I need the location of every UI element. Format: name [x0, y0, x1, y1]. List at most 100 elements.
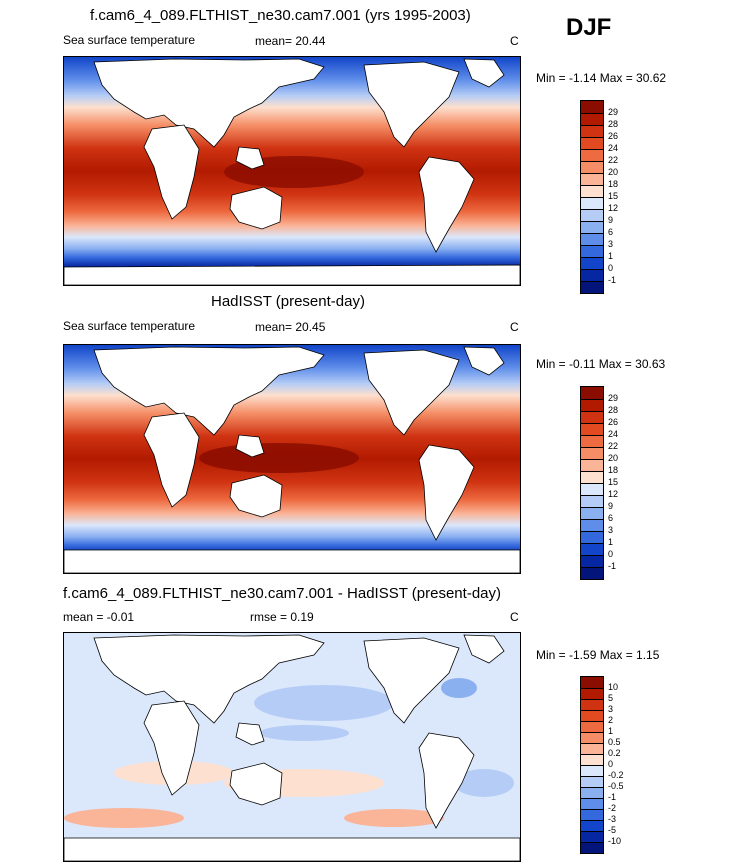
- panel2-colorbar-swatch: [581, 543, 603, 555]
- panel2-colorbar-swatch: [581, 387, 603, 399]
- panel2-colorbar-swatch: [581, 471, 603, 483]
- panel3-colorbar-swatch: [581, 820, 603, 831]
- panel3-colorbar-swatch: [581, 798, 603, 809]
- panel2-colorbar-label: -1: [608, 561, 617, 571]
- panel1-colorbar-swatch: [581, 149, 603, 161]
- panel2-colorbar-swatch: [581, 435, 603, 447]
- panel3-colorbar-label: 10: [608, 682, 619, 692]
- panel3-colorbar-swatch: [581, 732, 603, 743]
- panel2-colorbar-swatch: [581, 483, 603, 495]
- panel2-colorbar-label: 22: [608, 441, 619, 451]
- panel2-units-label: C: [510, 320, 519, 334]
- panel1-colorbar-label: 18: [608, 179, 619, 189]
- panel1-colorbar-label: 3: [608, 239, 614, 249]
- panel3-colorbar-swatch: [581, 754, 603, 765]
- panel2-colorbar-swatch: [581, 507, 603, 519]
- panel2-colorbar-label: 1: [608, 537, 614, 547]
- panel3-colorbar-swatch: [581, 699, 603, 710]
- panel2-variable-label: Sea surface temperature: [63, 319, 196, 333]
- panel2-colorbar-swatch: [581, 519, 603, 531]
- panel3-colorbar-label: 0.5: [608, 737, 621, 747]
- panel2-colorbar-label: 29: [608, 393, 619, 403]
- panel2-colorbar: [580, 386, 604, 580]
- panel1-colorbar-label: 15: [608, 191, 619, 201]
- panel2-mean-label: mean= 20.45: [255, 320, 326, 334]
- panel3-colorbar-label: 0.2: [608, 748, 621, 758]
- panel2-colorbar-label: 18: [608, 465, 619, 475]
- panel3-colorbar-swatch: [581, 765, 603, 776]
- panel2-title: HadISST (present-day): [211, 293, 365, 310]
- panel1-colorbar-swatch: [581, 269, 603, 281]
- panel3-difference-map: [63, 632, 521, 862]
- panel1-colorbar-swatch: [581, 233, 603, 245]
- panel3-colorbar-label: -0.5: [608, 781, 624, 791]
- panel1-colorbar-label: 24: [608, 143, 619, 153]
- panel2-colorbar-label: 20: [608, 453, 619, 463]
- panel1-colorbar-label: 12: [608, 203, 619, 213]
- panel3-colorbar-swatch: [581, 688, 603, 699]
- panel3-rmse-label: rmse = 0.19: [250, 610, 314, 624]
- panel3-colorbar-swatch: [581, 842, 603, 853]
- panel1-colorbar-label: 20: [608, 167, 619, 177]
- panel3-colorbar-label: -0.2: [608, 770, 624, 780]
- season-label: DJF: [566, 14, 612, 41]
- panel1-colorbar-swatch: [581, 113, 603, 125]
- panel1-colorbar-label: -1: [608, 275, 617, 285]
- panel2-colorbar-swatch: [581, 531, 603, 543]
- panel3-colorbar-swatch: [581, 743, 603, 754]
- panel1-colorbar-label: 0: [608, 263, 614, 273]
- panel3-colorbar-label: -1: [608, 792, 617, 802]
- panel2-sst-map: [63, 344, 521, 574]
- panel1-colorbar-label: 9: [608, 215, 614, 225]
- panel3-colorbar-label: -5: [608, 825, 617, 835]
- panel3-colorbar-label: 0: [608, 759, 614, 769]
- panel3-minmax-label: Min = -1.59 Max = 1.15: [536, 648, 660, 662]
- panel2-colorbar-swatch: [581, 459, 603, 471]
- panel1-colorbar: [580, 100, 604, 294]
- panel1-colorbar-swatch: [581, 281, 603, 293]
- panel3-colorbar-swatch: [581, 776, 603, 787]
- panel2-colorbar-swatch: [581, 495, 603, 507]
- panel1-colorbar-label: 29: [608, 107, 619, 117]
- panel3-colorbar-swatch: [581, 787, 603, 798]
- panel3-colorbar-swatch: [581, 721, 603, 732]
- panel2-colorbar-label: 28: [608, 405, 619, 415]
- panel1-colorbar-swatch: [581, 257, 603, 269]
- panel2-colorbar-label: 12: [608, 489, 619, 499]
- panel1-colorbar-swatch: [581, 161, 603, 173]
- panel1-colorbar-swatch: [581, 245, 603, 257]
- panel3-colorbar-label: 3: [608, 704, 614, 714]
- panel1-colorbar-swatch: [581, 197, 603, 209]
- panel3-colorbar-swatch: [581, 831, 603, 842]
- panel1-title: f.cam6_4_089.FLTHIST_ne30.cam7.001 (yrs …: [90, 7, 471, 24]
- panel1-colorbar-swatch: [581, 125, 603, 137]
- panel1-colorbar-swatch: [581, 137, 603, 149]
- panel2-colorbar-swatch: [581, 555, 603, 567]
- panel3-colorbar-label: 1: [608, 726, 614, 736]
- panel1-colorbar-label: 22: [608, 155, 619, 165]
- panel2-colorbar-label: 3: [608, 525, 614, 535]
- panel1-colorbar-label: 6: [608, 227, 614, 237]
- panel2-colorbar-label: 15: [608, 477, 619, 487]
- panel3-colorbar-label: -2: [608, 803, 617, 813]
- panel2-colorbar-label: 6: [608, 513, 614, 523]
- panel1-sst-map: [63, 56, 521, 286]
- panel1-minmax-label: Min = -1.14 Max = 30.62: [536, 71, 667, 85]
- panel2-minmax-label: Min = -0.11 Max = 30.63: [536, 357, 666, 371]
- panel3-colorbar-label: -3: [608, 814, 617, 824]
- panel3-colorbar-swatch: [581, 710, 603, 721]
- panel1-colorbar-swatch: [581, 185, 603, 197]
- panel1-colorbar-label: 26: [608, 131, 619, 141]
- panel3-units-label: C: [510, 610, 519, 624]
- panel2-colorbar-label: 9: [608, 501, 614, 511]
- panel2-colorbar-swatch: [581, 423, 603, 435]
- panel1-colorbar-swatch: [581, 173, 603, 185]
- panel1-colorbar-swatch: [581, 209, 603, 221]
- panel3-colorbar: [580, 676, 604, 854]
- panel3-colorbar-label: 2: [608, 715, 614, 725]
- panel1-mean-label: mean= 20.44: [255, 34, 326, 48]
- panel3-title: f.cam6_4_089.FLTHIST_ne30.cam7.001 - Had…: [63, 585, 501, 602]
- panel3-colorbar-swatch: [581, 677, 603, 688]
- panel3-colorbar-swatch: [581, 809, 603, 820]
- panel3-colorbar-label: -10: [608, 836, 622, 846]
